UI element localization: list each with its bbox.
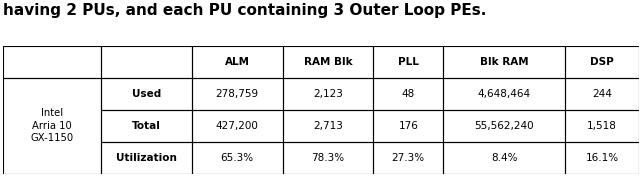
Text: 55,562,240: 55,562,240 (474, 121, 534, 131)
Bar (101, 110, 192, 142)
Text: PLL: PLL (398, 57, 419, 67)
Text: 48: 48 (402, 89, 415, 99)
Text: Total: Total (132, 121, 161, 131)
Bar (192, 78, 282, 110)
Text: Intel
Arria 10
GX-1150: Intel Arria 10 GX-1150 (31, 108, 74, 143)
Bar (443, 78, 565, 110)
Bar (101, 78, 192, 110)
Bar (373, 78, 443, 110)
Bar (282, 46, 373, 78)
Text: ALM: ALM (225, 57, 250, 67)
Bar (373, 46, 443, 78)
Bar (101, 46, 192, 78)
Bar (192, 142, 282, 174)
Text: 1,518: 1,518 (587, 121, 617, 131)
Text: Utilization: Utilization (116, 153, 177, 163)
Text: 278,759: 278,759 (216, 89, 259, 99)
Text: Used: Used (132, 89, 161, 99)
Text: 427,200: 427,200 (216, 121, 259, 131)
Text: DSP: DSP (590, 57, 614, 67)
Bar (192, 46, 282, 78)
Bar (282, 142, 373, 174)
Text: 27.3%: 27.3% (392, 153, 425, 163)
Bar (443, 142, 565, 174)
Bar (282, 78, 373, 110)
Bar (282, 110, 373, 142)
Text: 16.1%: 16.1% (586, 153, 619, 163)
Bar (192, 110, 282, 142)
Text: 78.3%: 78.3% (312, 153, 344, 163)
Text: RAM Blk: RAM Blk (303, 57, 352, 67)
Text: having 2 PUs, and each PU containing 3 Outer Loop PEs.: having 2 PUs, and each PU containing 3 O… (3, 3, 486, 18)
Bar (565, 46, 639, 78)
Bar (373, 110, 443, 142)
Bar (3, 46, 101, 78)
Text: 65.3%: 65.3% (221, 153, 253, 163)
Text: 176: 176 (398, 121, 418, 131)
Bar (565, 142, 639, 174)
Text: 4,648,464: 4,648,464 (477, 89, 531, 99)
Bar (565, 78, 639, 110)
Text: 8.4%: 8.4% (491, 153, 518, 163)
Bar (373, 142, 443, 174)
Text: 2,713: 2,713 (313, 121, 343, 131)
Bar (443, 110, 565, 142)
Text: Blk RAM: Blk RAM (480, 57, 529, 67)
Text: 244: 244 (592, 89, 612, 99)
Bar (3, 78, 101, 174)
Bar (565, 110, 639, 142)
Text: 2,123: 2,123 (313, 89, 343, 99)
Bar (101, 142, 192, 174)
Bar (443, 46, 565, 78)
